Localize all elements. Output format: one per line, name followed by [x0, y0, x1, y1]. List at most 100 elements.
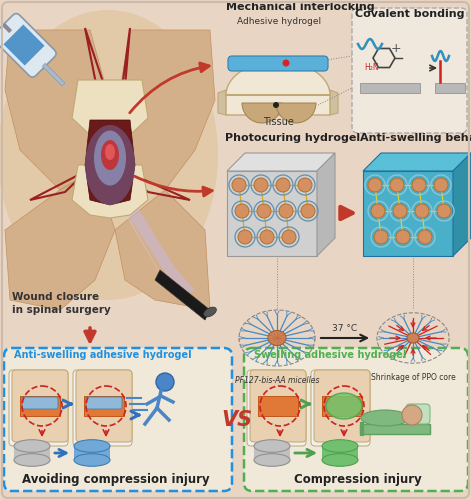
FancyBboxPatch shape [352, 8, 467, 133]
Bar [322, 446, 358, 460]
Wedge shape [242, 103, 282, 123]
FancyBboxPatch shape [314, 370, 370, 442]
Polygon shape [115, 190, 210, 310]
Text: PF127-bis-AA micelles: PF127-bis-AA micelles [235, 376, 319, 385]
Circle shape [390, 178, 404, 192]
FancyBboxPatch shape [9, 370, 68, 446]
Ellipse shape [74, 454, 110, 466]
Circle shape [418, 230, 432, 244]
Circle shape [257, 204, 271, 218]
Polygon shape [227, 153, 335, 171]
Circle shape [232, 178, 246, 192]
Polygon shape [453, 153, 471, 256]
Polygon shape [110, 180, 195, 295]
Text: Anti-swelling behavior: Anti-swelling behavior [360, 133, 471, 143]
FancyBboxPatch shape [247, 370, 306, 446]
Text: Swelling adhesive hydrogel: Swelling adhesive hydrogel [254, 350, 406, 360]
FancyBboxPatch shape [73, 370, 132, 446]
Text: Tissue: Tissue [262, 117, 293, 127]
Circle shape [276, 178, 290, 192]
Circle shape [156, 373, 174, 391]
Text: Mechanical interlocking: Mechanical interlocking [226, 2, 374, 12]
Ellipse shape [361, 410, 409, 426]
Bar [3, 24, 44, 66]
Bar [20, 396, 60, 416]
FancyBboxPatch shape [86, 397, 122, 409]
Text: Wound closure
in spinal surgery: Wound closure in spinal surgery [12, 292, 111, 315]
Circle shape [301, 204, 315, 218]
FancyBboxPatch shape [0, 14, 56, 77]
Text: Adhesive hydrogel: Adhesive hydrogel [237, 17, 321, 26]
Circle shape [374, 230, 388, 244]
Text: Photocuring hydrogel: Photocuring hydrogel [225, 133, 360, 143]
Ellipse shape [74, 440, 110, 452]
Text: +: + [390, 42, 401, 55]
Circle shape [415, 204, 429, 218]
Polygon shape [108, 185, 180, 290]
Circle shape [371, 204, 385, 218]
Bar [258, 396, 298, 416]
Wedge shape [276, 103, 316, 123]
Ellipse shape [407, 333, 419, 343]
Ellipse shape [101, 140, 119, 170]
Bar [14, 446, 50, 460]
Polygon shape [115, 30, 215, 190]
Circle shape [273, 102, 279, 108]
Bar [84, 396, 124, 416]
Ellipse shape [14, 440, 50, 452]
Bar [220, 0, 471, 135]
FancyBboxPatch shape [250, 370, 306, 442]
FancyBboxPatch shape [228, 56, 328, 71]
Polygon shape [218, 90, 226, 115]
Polygon shape [226, 61, 330, 115]
Ellipse shape [326, 393, 362, 419]
Text: VS: VS [221, 410, 252, 430]
FancyBboxPatch shape [12, 370, 68, 442]
FancyBboxPatch shape [76, 370, 132, 442]
Ellipse shape [94, 130, 126, 186]
Bar [360, 83, 420, 93]
Text: Anti-swelling adhesive hydrogel: Anti-swelling adhesive hydrogel [14, 350, 192, 360]
FancyBboxPatch shape [244, 348, 468, 491]
Polygon shape [330, 90, 338, 115]
Bar [42, 64, 65, 86]
Circle shape [434, 178, 448, 192]
Polygon shape [72, 165, 148, 218]
FancyBboxPatch shape [4, 348, 232, 491]
Ellipse shape [85, 125, 135, 205]
Circle shape [283, 60, 290, 66]
Bar [360, 424, 430, 434]
Circle shape [279, 204, 293, 218]
Ellipse shape [268, 330, 286, 345]
Bar [322, 396, 362, 416]
Ellipse shape [254, 440, 290, 452]
Polygon shape [63, 84, 69, 89]
Polygon shape [5, 30, 115, 190]
Ellipse shape [322, 440, 358, 452]
Circle shape [396, 230, 410, 244]
Ellipse shape [322, 454, 358, 466]
Text: Compression injury: Compression injury [294, 473, 422, 486]
Text: Shrinkage of PPO core: Shrinkage of PPO core [371, 373, 455, 382]
Polygon shape [155, 270, 210, 320]
Circle shape [260, 230, 274, 244]
Ellipse shape [254, 454, 290, 466]
Circle shape [412, 178, 426, 192]
Text: Covalent bonding: Covalent bonding [355, 9, 464, 19]
Ellipse shape [0, 10, 218, 300]
Polygon shape [317, 153, 335, 256]
Circle shape [238, 230, 252, 244]
Text: 37 °C: 37 °C [333, 324, 357, 333]
Circle shape [298, 178, 312, 192]
Circle shape [254, 178, 268, 192]
Circle shape [235, 204, 249, 218]
Bar [435, 83, 465, 93]
Text: Avoiding compression injury: Avoiding compression injury [22, 473, 210, 486]
Ellipse shape [14, 454, 50, 466]
Polygon shape [5, 170, 115, 310]
Circle shape [368, 178, 382, 192]
Bar [74, 446, 110, 460]
Ellipse shape [105, 144, 115, 160]
Polygon shape [363, 171, 453, 256]
FancyBboxPatch shape [311, 370, 370, 446]
